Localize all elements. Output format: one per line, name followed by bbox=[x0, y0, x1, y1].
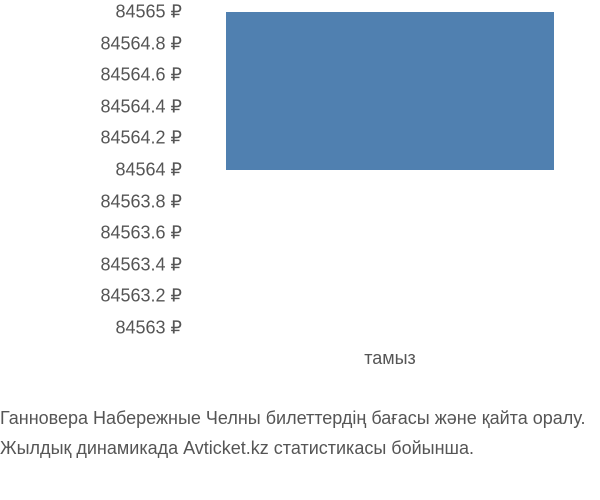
bar bbox=[226, 12, 554, 170]
x-tick-label: тамыз bbox=[364, 348, 416, 369]
caption-line-1: Ганновера Набережные Челны билеттердің б… bbox=[0, 408, 600, 429]
y-tick-label: 84563.6 ₽ bbox=[100, 223, 182, 244]
y-tick-label: 84563.8 ₽ bbox=[100, 191, 182, 212]
y-tick-label: 84564.2 ₽ bbox=[100, 128, 182, 149]
y-tick-label: 84564.4 ₽ bbox=[100, 96, 182, 117]
y-tick-label: 84564.8 ₽ bbox=[100, 33, 182, 54]
y-axis: 84565 ₽ 84564.8 ₽ 84564.6 ₽ 84564.4 ₽ 84564.… bbox=[0, 0, 190, 340]
plot-area: тамыз bbox=[190, 0, 590, 340]
y-tick-label: 84565 ₽ bbox=[115, 2, 182, 23]
y-tick-label: 84563 ₽ bbox=[115, 318, 182, 339]
y-tick-label: 84564 ₽ bbox=[115, 160, 182, 181]
y-tick-label: 84563.2 ₽ bbox=[100, 286, 182, 307]
y-tick-label: 84563.4 ₽ bbox=[100, 254, 182, 275]
chart-area: 84565 ₽ 84564.8 ₽ 84564.6 ₽ 84564.4 ₽ 84564.… bbox=[0, 0, 600, 340]
caption-line-2: Жылдық динамикада Avticket.kz статистика… bbox=[0, 438, 600, 459]
y-tick-label: 84564.6 ₽ bbox=[100, 65, 182, 86]
